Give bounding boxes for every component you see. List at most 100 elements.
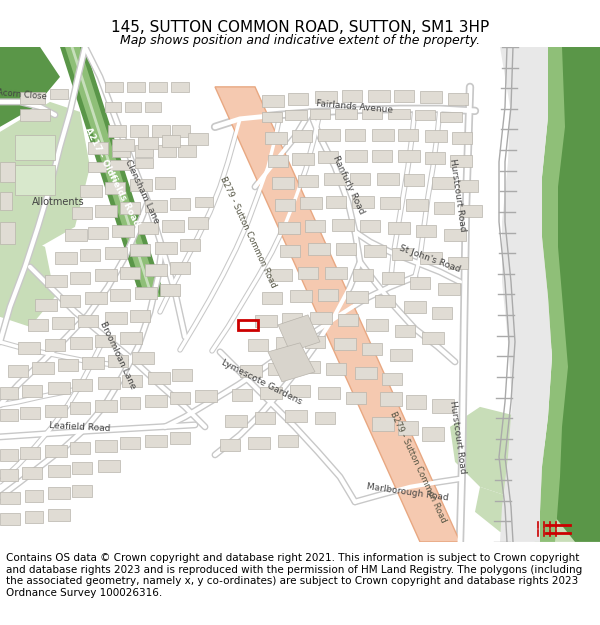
Text: A217 - Oldfields Road: A217 - Oldfields Road [83,126,141,228]
Text: Ranfurly Road: Ranfurly Road [331,154,365,216]
Bar [298,267,318,279]
Bar [345,129,365,141]
Bar [162,220,184,232]
Bar [160,284,180,296]
Polygon shape [60,47,165,297]
Text: Map shows position and indicative extent of the property.: Map shows position and indicative extent… [120,34,480,48]
Bar [180,239,200,251]
Bar [98,377,120,389]
Bar [450,155,472,167]
Bar [238,320,258,330]
Bar [448,93,468,105]
Bar [178,145,196,157]
Bar [132,352,154,364]
Bar [28,319,48,331]
Bar [108,125,126,137]
Bar [278,435,298,447]
Bar [272,177,294,189]
Bar [8,365,28,377]
Bar [172,369,192,381]
Bar [372,129,394,141]
Text: Acorn Close: Acorn Close [0,88,47,101]
Bar [170,432,190,444]
Polygon shape [540,187,600,262]
Bar [145,200,167,212]
Bar [105,82,123,92]
Bar [382,373,402,385]
Text: Allotments: Allotments [32,197,85,207]
Bar [298,175,318,187]
Bar [382,272,404,284]
Bar [438,283,460,295]
Bar [335,109,357,119]
Bar [148,372,170,384]
Bar [310,109,330,119]
Bar [262,95,284,107]
Bar [145,395,167,407]
Bar [406,395,426,409]
Bar [406,199,428,211]
Bar [25,490,43,502]
Polygon shape [450,407,545,497]
Bar [0,222,15,244]
Bar [416,225,436,237]
Bar [394,90,414,102]
Bar [105,182,125,194]
Bar [88,227,108,239]
Bar [158,145,176,157]
Bar [300,197,322,209]
Bar [45,339,65,351]
Bar [70,337,92,349]
Bar [458,180,478,192]
Bar [422,332,444,344]
Bar [35,299,57,311]
Bar [288,93,308,105]
Bar [120,267,140,279]
Bar [45,405,67,417]
Polygon shape [0,227,55,327]
Bar [95,440,117,452]
Bar [25,511,43,523]
Bar [380,197,400,209]
Bar [255,315,277,327]
Bar [22,467,42,479]
Bar [72,207,92,219]
Bar [15,135,55,160]
Bar [170,198,190,210]
Bar [310,312,332,324]
Bar [0,513,20,525]
Bar [120,332,142,344]
Bar [170,262,190,274]
Bar [0,162,15,182]
Bar [366,319,388,331]
Bar [98,460,120,472]
Bar [460,205,482,217]
Bar [171,82,189,92]
Bar [0,387,18,399]
Bar [18,342,40,354]
Bar [130,244,150,256]
Bar [70,402,90,414]
Bar [112,225,134,237]
Bar [45,275,67,287]
Bar [390,349,412,361]
Bar [350,173,370,185]
Bar [305,220,325,232]
Bar [334,338,356,350]
Bar [135,145,153,157]
Bar [398,129,418,141]
Bar [20,92,45,104]
Bar [353,269,373,281]
Polygon shape [545,137,600,222]
Polygon shape [540,47,568,542]
Text: Hurstcourt Road: Hurstcourt Road [448,158,467,232]
Bar [425,130,447,142]
Bar [440,112,462,122]
Text: Marlborough Road: Marlborough Road [367,482,449,502]
Bar [345,150,367,162]
Bar [20,109,50,121]
Bar [0,492,20,504]
Bar [135,158,153,168]
Bar [305,336,325,348]
Bar [120,397,140,409]
